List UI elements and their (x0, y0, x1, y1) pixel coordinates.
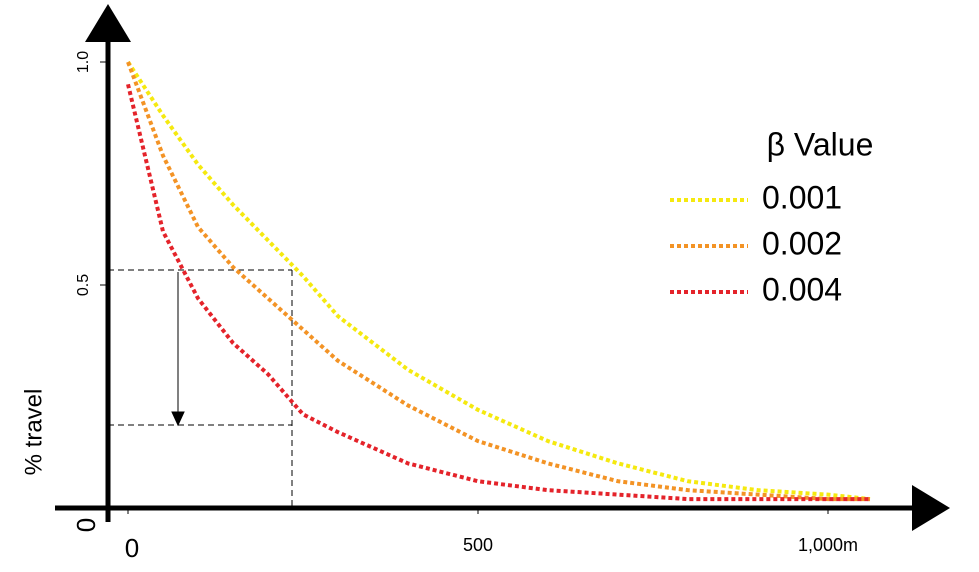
line-series (126, 61, 870, 502)
x-tick-label: 0 (125, 533, 139, 563)
y-axis-arrow (85, 4, 131, 42)
x-tick-label: 500 (463, 535, 493, 555)
legend-label: 0.004 (762, 271, 842, 307)
y-tick-label: 0.5 (75, 274, 92, 296)
line-series (126, 83, 870, 502)
y-tick-label: 1.0 (75, 51, 92, 73)
legend-label: 0.001 (762, 179, 842, 215)
legend-label: 0.002 (762, 225, 842, 261)
guides (108, 269, 293, 508)
x-axis-arrow (912, 485, 950, 531)
guide-arrowhead (171, 411, 185, 427)
x-tick-label: 1,000m (798, 535, 858, 555)
line-series (126, 60, 871, 502)
y-tick-label: 0 (71, 518, 101, 532)
legend-title: β Value (767, 126, 874, 162)
y-axis-label: % travel (20, 389, 47, 476)
